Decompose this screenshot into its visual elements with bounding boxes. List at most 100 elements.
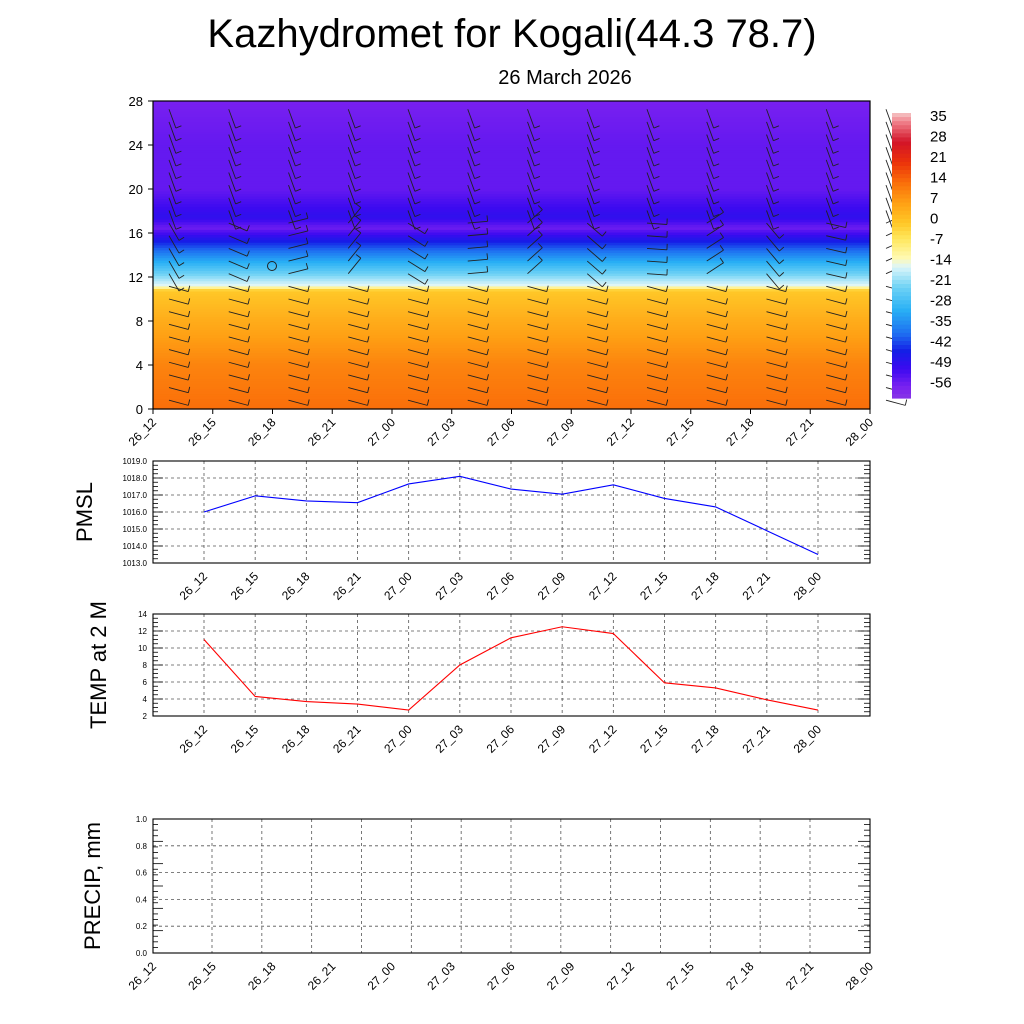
wind-barb-flag [367,323,370,330]
wind-barb [646,387,667,394]
x-tick-label: 27_18 [723,415,757,449]
wind-barb [527,234,543,249]
wind-barb-flag [546,374,549,381]
heatmap-band [153,190,870,194]
wind-barb-flag [845,386,848,393]
colorbar-label: -14 [930,252,952,269]
wind-barb-flag [187,374,191,381]
wind-barb [646,197,655,217]
wind-barb-flag [426,336,430,343]
wind-barb [646,374,667,381]
wind-barb [288,230,309,237]
wind-barbs [168,109,908,406]
heatmap-band [153,188,870,192]
wind-barb [467,210,476,230]
colorbar-swatch [892,145,911,151]
wind-barb-flag [426,361,430,368]
wind-barb-flag [175,226,182,230]
wind-barb-flag [474,176,481,180]
wind-barb-flag [653,163,660,167]
colorbar-swatch [892,161,911,167]
colorbar-swatch [892,312,911,318]
wind-barb-flag [653,138,660,142]
wind-barb-flag [606,399,609,406]
wind-barb [766,349,786,356]
wind-barb [766,311,786,318]
wind-barb-flag [474,150,481,154]
wind-barb [646,285,667,292]
y-tick-label: 0.0 [136,949,148,958]
wind-barb-flag [295,201,302,205]
heatmap-band [153,375,870,379]
wind-barb-flag [534,213,541,218]
wind-barb-flag [414,188,421,192]
wind-barb [586,273,603,288]
wind-barb [168,311,189,318]
wind-barb-flag [546,386,549,393]
heatmap-band [153,249,870,254]
wind-barb [168,222,180,241]
wind-barb [766,298,786,305]
x-tick-label: 27_21 [783,415,817,449]
wind-barb-flag [486,310,489,317]
heatmap-band [153,406,870,410]
colorbar-label: 21 [930,149,947,166]
wind-barb-flag [665,374,669,381]
wind-barb [228,222,248,232]
wind-barb-flag [606,336,609,343]
wind-barb [348,336,368,343]
wind-barb [586,159,595,179]
wind-barb [826,323,846,330]
colorbar-swatch [892,316,911,322]
wind-barb-flag [235,226,242,230]
heatmap-band [153,267,870,271]
wind-barb-flag [601,231,607,237]
colorbar-swatch [892,231,911,236]
heatmap-band [153,290,870,295]
wind-barb-flag [537,205,543,211]
y-tick-label: 16 [129,226,143,241]
wind-barb-flag [845,323,848,330]
wind-barb-flag [235,201,242,205]
colorbar-swatch [892,117,911,122]
wind-barb-flag [305,262,309,269]
wind-barb-flag [546,399,549,406]
x-tick-label: 27_18 [688,722,722,756]
heatmap-band [153,296,870,300]
wind-barb [467,109,476,129]
wind-barb [527,259,543,275]
colorbar-swatch [892,198,911,204]
colorbar-swatch [892,377,911,383]
wind-barb-flag [845,272,848,279]
colorbar-swatch [892,227,911,232]
wind-barb [467,233,488,237]
wind-barb-flag [653,201,660,205]
wind-barb-flag [424,253,429,260]
wind-barb-flag [653,188,660,192]
heatmap-band [153,347,870,351]
wind-barb-flag [354,176,361,180]
wind-barb-flag [773,226,780,230]
wind-barb [646,159,655,179]
wind-barb [288,172,296,192]
wind-barb [706,311,727,318]
wind-barb [347,147,356,167]
wind-barb-flag [832,188,839,192]
wind-barb [586,248,603,262]
heatmap-band [153,162,870,166]
x-tick-label: 26_18 [279,569,313,603]
wind-barb [706,184,715,205]
wind-barb-flag [773,213,780,218]
wind-barb-flag [424,266,429,272]
heatmap-band [153,101,870,105]
wind-barb-flag [534,201,541,205]
wind-barb [527,323,547,330]
heatmap-band [153,139,870,143]
wind-barb [766,260,780,277]
wind-barb-flag [414,150,421,154]
wind-barb [348,349,368,356]
wind-barb-flag [307,285,310,292]
wind-barb [825,210,834,230]
wind-barb [885,197,894,217]
wind-barb [407,147,416,167]
